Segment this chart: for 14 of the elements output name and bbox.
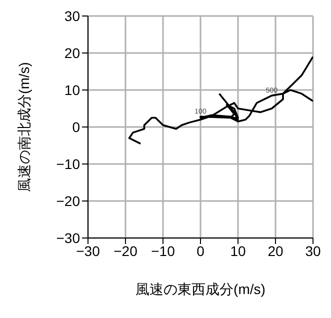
x-tick-label: 10 xyxy=(230,242,246,259)
y-tick-label: 30 xyxy=(64,8,80,24)
y-tick-label: 20 xyxy=(64,44,80,61)
y-tick-label: −10 xyxy=(56,156,80,172)
x-axis-title: 風速の東西成分(m/s) xyxy=(136,281,266,297)
x-tick-label: 30 xyxy=(305,242,321,259)
y-tick-label: 10 xyxy=(64,82,80,98)
y-tick-label: −20 xyxy=(56,192,80,209)
x-tick-label: −10 xyxy=(151,242,176,259)
x-tick-label: 20 xyxy=(268,242,284,259)
y-axis-title: 風速の南北成分(m/s) xyxy=(16,62,32,192)
x-tick-label: 0 xyxy=(196,242,205,259)
x-tick-label: −20 xyxy=(114,242,138,259)
y-tick-label: 0 xyxy=(72,118,80,135)
